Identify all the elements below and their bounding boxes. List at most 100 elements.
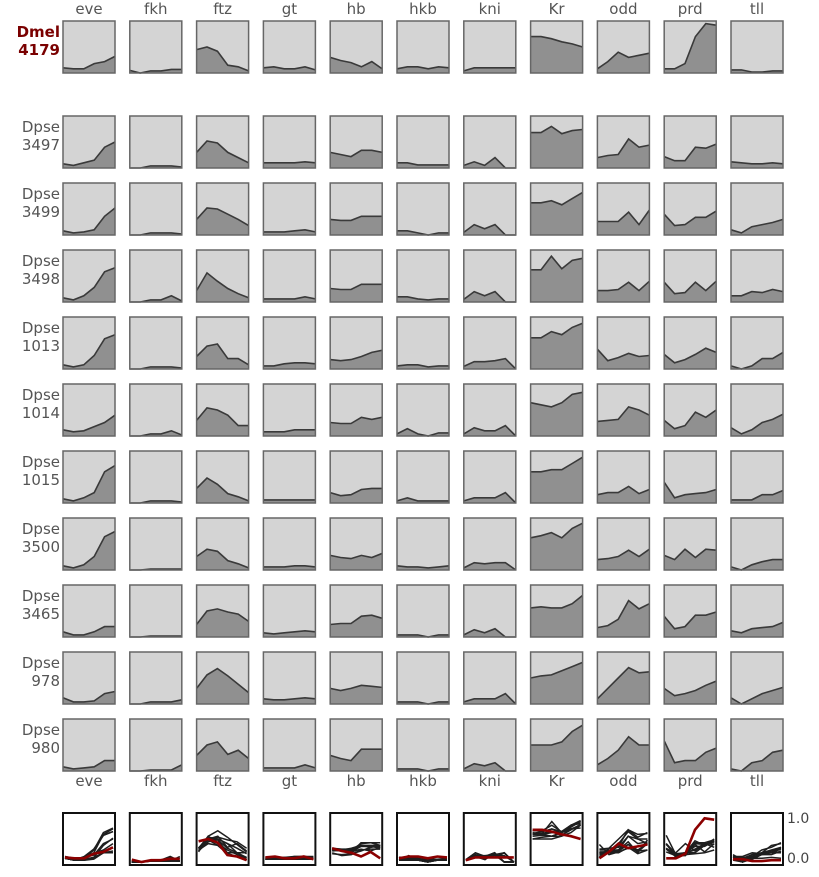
- panel-frame: [129, 115, 183, 169]
- profile-line: [263, 564, 316, 568]
- area-mark: [63, 415, 115, 436]
- panel-Dpse1015-Kr: [529, 450, 584, 504]
- overlay-frame: [529, 812, 584, 866]
- overlay-frame: [329, 812, 384, 866]
- overlay-background: [330, 813, 383, 865]
- panel-Dpse978-hkb: [396, 651, 450, 705]
- area-mark: [63, 760, 115, 771]
- panel-frame: [463, 115, 517, 169]
- panel-Dmel4179-odd: [596, 20, 651, 74]
- profile-line: [463, 424, 517, 437]
- area-mark: [664, 740, 717, 771]
- panel-frame: [663, 115, 717, 169]
- gene-label-bottom-Kr: Kr: [549, 772, 566, 790]
- area-mark: [63, 626, 115, 637]
- panel-frame: [463, 517, 517, 571]
- panel-frame: [195, 718, 250, 772]
- gene-label-top-gt: gt: [282, 0, 298, 18]
- panel-frame: [396, 115, 450, 169]
- overlay-line-Dpse1015: [331, 848, 381, 857]
- profile-line: [730, 218, 784, 234]
- profile-line: [397, 295, 449, 301]
- profile-line: [730, 686, 784, 705]
- panel-Dpse3465-hb: [329, 584, 383, 638]
- gene-labels-bottom: eve fkh ftz gt hb hkb kni Kr odd prd tll: [75, 772, 764, 790]
- overlay-background: [129, 813, 182, 865]
- panel-frame: [396, 20, 450, 74]
- panel-frame: [730, 249, 784, 303]
- panel-Dpse1015-eve: [62, 450, 116, 504]
- overlay-panel-ftz: [195, 812, 250, 866]
- panel-Dpse3499-ftz: [195, 182, 250, 236]
- panel-frame: [129, 316, 183, 370]
- profile-line: [62, 530, 116, 569]
- gene-labels-top: eve fkh ftz gt hb hkb kni Kr odd prd tll: [75, 0, 764, 18]
- area-mark: [463, 562, 516, 570]
- panel-frame: [529, 383, 584, 437]
- panel-background: [397, 585, 449, 637]
- profile-line: [330, 552, 383, 560]
- panel-background: [397, 384, 449, 436]
- panel-background: [731, 116, 783, 168]
- profile-line: [195, 667, 250, 694]
- panel-frame: [529, 249, 584, 303]
- overlay-line-Dpse978: [598, 828, 648, 858]
- panel-Dpse3500-gt: [262, 517, 317, 571]
- panel-Dpse978-fkh: [129, 651, 183, 705]
- panel-frame: [663, 182, 717, 236]
- row-label-id: 4179: [18, 41, 60, 59]
- panel-Dpse3497-prd: [663, 115, 717, 169]
- overlay-line-Dpse1013: [198, 839, 247, 859]
- area-mark: [530, 725, 583, 771]
- panel-background: [129, 250, 182, 302]
- panel-frame: [262, 182, 317, 236]
- profile-line: [663, 548, 717, 561]
- panel-frame: [529, 115, 584, 169]
- area-mark: [530, 595, 583, 637]
- panel-Dpse1013-kni: [463, 316, 517, 370]
- panel-Dpse980-eve: [62, 718, 116, 772]
- panel-Dpse980-tll: [730, 718, 784, 772]
- area-mark: [330, 685, 383, 704]
- area-mark: [63, 531, 115, 570]
- gene-label-bottom-ftz: ftz: [213, 772, 232, 790]
- profile-line: [196, 140, 249, 164]
- panel-frame: [329, 718, 383, 772]
- panel-frame: [529, 316, 584, 370]
- overlay-panel-Kr: [529, 812, 584, 866]
- panel-frame: [529, 517, 584, 571]
- panel-frame: [329, 450, 383, 504]
- area-mark: [597, 406, 650, 436]
- panel-frame: [396, 718, 450, 772]
- profile-line: [196, 740, 250, 760]
- panel-Dpse3497-gt: [262, 115, 317, 169]
- panel-Dpse1014-eve: [62, 383, 116, 437]
- panel-frame: [129, 450, 183, 504]
- panel-background: [263, 317, 316, 369]
- area-mark: [196, 272, 249, 302]
- profile-line: [330, 283, 383, 291]
- panel-Dpse1015-tll: [730, 450, 784, 504]
- overlay-frame: [262, 812, 317, 866]
- profile-line: [663, 210, 717, 227]
- panel-frame: [62, 182, 116, 236]
- area-mark: [196, 608, 249, 637]
- panel-background: [263, 183, 316, 235]
- area-mark: [263, 362, 316, 369]
- area-mark: [196, 549, 249, 570]
- profile-line: [596, 735, 650, 766]
- profile-line: [530, 522, 583, 539]
- overlay-line-Dmel4179: [532, 828, 581, 841]
- panel-Dpse1014-hb: [329, 383, 383, 437]
- panel-frame: [62, 450, 116, 504]
- profile-line: [597, 280, 650, 292]
- profile-line: [396, 427, 449, 437]
- row-label-species: Dpse: [22, 721, 60, 739]
- panel-frame: [195, 517, 250, 571]
- profile-line: [663, 280, 717, 295]
- profile-line: [530, 661, 583, 679]
- area-mark: [597, 736, 650, 771]
- profile-line: [62, 141, 116, 167]
- panel-Dpse3465-Kr: [529, 584, 584, 638]
